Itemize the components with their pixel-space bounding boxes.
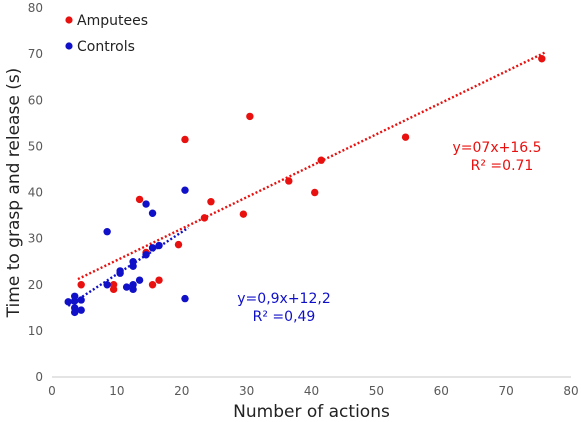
amputees-equation: y=07x+16.5 — [452, 140, 541, 156]
data-point-amputees — [311, 188, 319, 197]
legend-label-controls: Controls — [77, 39, 135, 55]
data-point-controls — [155, 241, 163, 250]
data-point-amputees — [538, 55, 546, 63]
x-tick-label: 0 — [48, 384, 56, 398]
x-tick-label: 30 — [239, 384, 254, 398]
data-point-amputees — [207, 198, 215, 206]
y-tick-labels: 0 10 20 30 40 50 60 70 80 — [28, 1, 43, 384]
data-point-controls — [129, 281, 137, 289]
y-axis-title: Time to grasp and release (s) — [4, 68, 24, 319]
data-point-amputees — [246, 112, 254, 121]
data-point-amputees — [174, 240, 183, 249]
data-point-controls — [148, 244, 157, 252]
data-point-controls — [122, 283, 131, 291]
y-tick-label: 60 — [28, 93, 43, 107]
trendlines — [67, 51, 546, 307]
data-point-amputees — [109, 281, 118, 289]
trendline-controls — [67, 226, 189, 307]
data-point-amputees — [77, 281, 85, 289]
amputees-r-squared: R² =0.71 — [471, 158, 534, 174]
y-tick-label: 50 — [28, 139, 43, 153]
data-point-amputees — [401, 133, 410, 141]
data-point-controls — [142, 200, 150, 208]
controls-equation: y=0,9x+12,2 — [237, 291, 330, 307]
trendline-amputees — [77, 51, 546, 281]
trendline-annotations: y=07x+16.5 R² =0.71 y=0,9x+12,2 R² =0,49 — [237, 140, 541, 325]
data-point-amputees — [155, 276, 163, 284]
data-point-amputees — [181, 135, 189, 144]
legend: Amputees Controls — [65, 13, 148, 55]
data-point-controls — [135, 276, 144, 284]
data-points — [64, 55, 546, 317]
x-tick-label: 50 — [369, 384, 384, 398]
data-point-controls — [64, 298, 72, 306]
data-point-amputees — [135, 195, 144, 204]
y-tick-label: 0 — [35, 370, 43, 384]
data-point-controls — [77, 296, 85, 304]
data-point-amputees — [285, 177, 293, 185]
legend-marker-controls — [65, 42, 73, 50]
legend-label-amputees: Amputees — [77, 13, 148, 29]
data-point-controls — [71, 304, 79, 312]
data-point-controls — [71, 292, 79, 300]
data-point-controls — [103, 281, 111, 289]
y-tick-label: 80 — [28, 1, 43, 15]
data-point-amputees — [317, 156, 325, 164]
x-tick-labels: 0 10 20 30 40 50 60 70 80 — [48, 384, 578, 398]
y-tick-label: 10 — [28, 324, 43, 338]
data-point-controls — [116, 267, 124, 275]
data-point-controls — [77, 306, 85, 314]
data-point-amputees — [239, 210, 248, 218]
data-point-controls — [103, 228, 111, 236]
data-point-amputees — [200, 214, 209, 222]
data-point-controls — [129, 257, 137, 266]
y-tick-label: 20 — [28, 278, 43, 292]
x-tick-label: 80 — [563, 384, 578, 398]
y-tick-label: 30 — [28, 232, 43, 246]
x-tick-label: 40 — [304, 384, 319, 398]
data-point-controls — [181, 294, 189, 303]
x-axis-title: Number of actions — [233, 402, 390, 422]
y-tick-label: 70 — [28, 47, 43, 61]
x-tick-label: 70 — [498, 384, 513, 398]
x-tick-label: 10 — [109, 384, 124, 398]
controls-r-squared: R² =0,49 — [253, 309, 316, 325]
data-point-amputees — [148, 281, 157, 289]
legend-marker-amputees — [65, 16, 73, 24]
data-point-controls — [148, 209, 157, 217]
y-tick-label: 40 — [28, 186, 43, 200]
x-tick-label: 20 — [174, 384, 189, 398]
data-point-controls — [181, 186, 189, 194]
x-tick-label: 60 — [434, 384, 449, 398]
data-point-controls — [142, 251, 150, 259]
